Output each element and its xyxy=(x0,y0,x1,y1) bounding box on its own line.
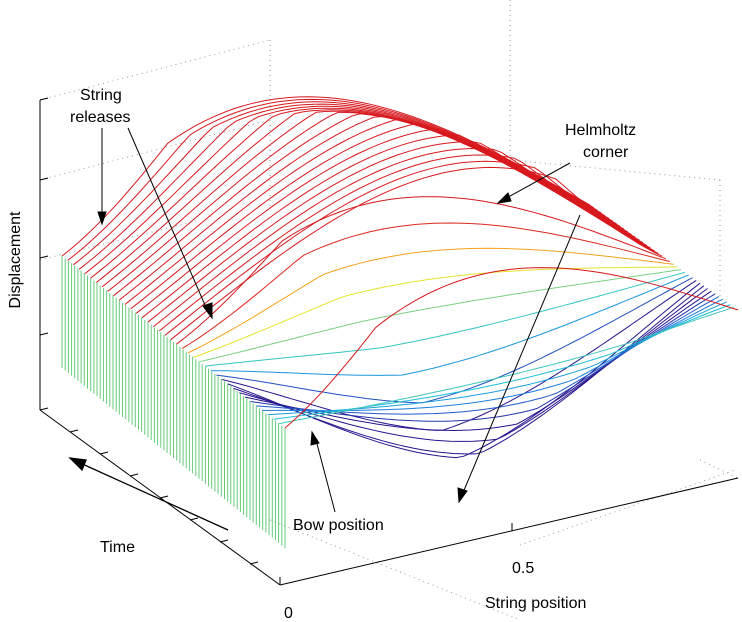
surface-line xyxy=(227,282,701,459)
x-tick-label-0.5: 0.5 xyxy=(512,560,534,577)
surface-line xyxy=(61,96,591,257)
z-axis-label: Displacement xyxy=(7,211,24,308)
surface-line xyxy=(170,166,663,341)
annotation-text: corner xyxy=(583,144,629,161)
annotation-string-releases: String releases xyxy=(70,87,213,320)
surface-line xyxy=(233,285,705,455)
surface-line xyxy=(147,141,648,323)
x-axis xyxy=(279,477,739,586)
surface-line xyxy=(187,247,674,354)
grid xyxy=(39,0,739,621)
surface-line xyxy=(67,98,595,261)
surface-line xyxy=(284,267,739,429)
surface-line xyxy=(216,277,693,404)
surface-line xyxy=(273,304,731,420)
annotation-text: Bow position xyxy=(293,517,384,534)
surface-line xyxy=(204,271,686,367)
surface-line xyxy=(153,147,651,327)
surface-line xyxy=(250,293,716,422)
surface-line xyxy=(84,105,606,274)
surface-line xyxy=(141,134,644,319)
surface-line xyxy=(78,103,602,270)
z-ticks xyxy=(39,97,49,411)
annotation-helmholtz: Helmholtz corner xyxy=(457,122,636,504)
surface-line xyxy=(193,266,678,358)
annotation-text: String xyxy=(80,87,122,104)
surface-line xyxy=(267,301,727,416)
y-ticks xyxy=(69,429,259,565)
surface-line xyxy=(176,196,667,345)
surface-line xyxy=(107,111,621,292)
x-axis-label: String position xyxy=(485,595,586,612)
surface-line xyxy=(158,154,655,332)
surface-line xyxy=(210,274,689,376)
surface-line xyxy=(221,279,697,431)
annotation-bow-position: Bow position xyxy=(293,430,384,534)
surface-line xyxy=(124,119,632,305)
time-arrow xyxy=(68,457,229,531)
surface-line xyxy=(164,160,659,336)
surface-line xyxy=(118,115,629,301)
x-ticks xyxy=(279,523,513,585)
end-wall xyxy=(61,256,286,548)
surface-line xyxy=(244,290,712,432)
surface-line xyxy=(279,306,735,425)
annotation-text: releases xyxy=(70,109,130,126)
surface-line xyxy=(256,296,720,415)
surface-line xyxy=(181,222,670,350)
annotation-text: Helmholtz xyxy=(565,122,636,139)
y-axis-label: Time xyxy=(100,539,135,556)
surface-mesh xyxy=(61,96,739,548)
x-tick-label-0: 0 xyxy=(284,605,293,622)
surface-line xyxy=(199,269,682,363)
surface-line xyxy=(73,101,598,266)
